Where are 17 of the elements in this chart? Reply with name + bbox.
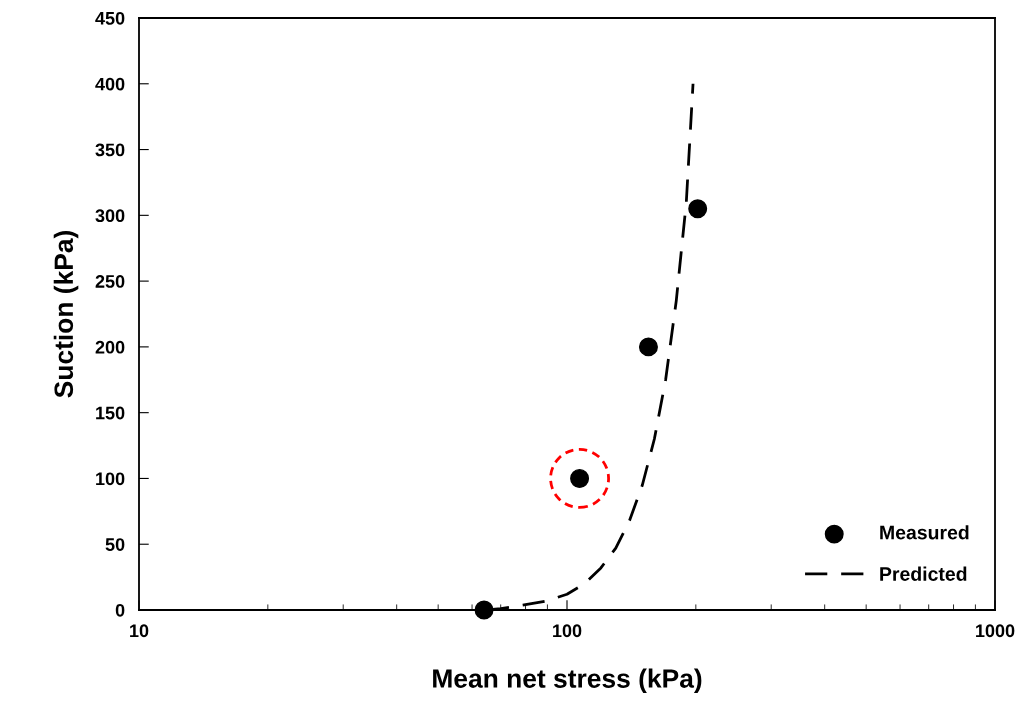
y-tick-label: 150 [96,406,125,420]
legend-label: Predicted [880,566,967,581]
legend-label: Measured [880,525,969,540]
x-tick-label: 100 [553,624,582,638]
x-axis-title: Mean net stress (kPa) [433,668,702,694]
y-tick-label: 200 [95,340,125,354]
y-tick-label: 100 [96,472,125,486]
y-tick-label: 300 [95,209,125,223]
x-tick-label: 1000 [976,624,1015,638]
y-tick-label: 400 [95,77,125,91]
y-tick-label: 0 [115,603,125,617]
y-tick-label: 350 [95,143,125,157]
x-tick-label: 10 [130,624,149,638]
y-axis-title: Suction (kPa) [53,231,79,398]
y-tick-label: 50 [105,538,125,551]
y-tick-label: 450 [95,11,125,25]
y-tick-label: 250 [95,275,125,288]
